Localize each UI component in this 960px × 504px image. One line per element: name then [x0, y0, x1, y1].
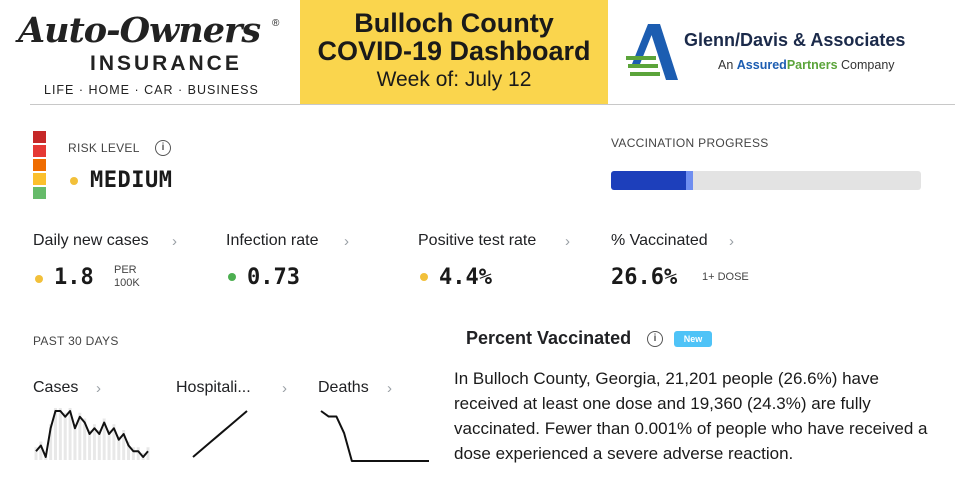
spark-line	[192, 410, 248, 458]
deaths-sparkline	[320, 410, 429, 462]
stat-label[interactable]: Daily new cases	[33, 232, 149, 249]
risk-level-value: MEDIUM	[90, 168, 173, 193]
risk-scale-segment	[33, 187, 46, 199]
vaccination-progress-partial	[686, 171, 694, 190]
spark-bar	[117, 435, 121, 460]
stat-label[interactable]: % Vaccinated	[611, 232, 708, 249]
auto-owners-wordmark: Auto-Owners	[18, 10, 261, 51]
spark-bar	[58, 408, 62, 460]
spark-line	[35, 410, 149, 458]
subtitle-suffix: Company	[841, 58, 895, 72]
chevron-right-icon[interactable]: ›	[282, 380, 287, 397]
auto-owners-logo: Auto-Owners ® INSURANCE LIFE · HOME · CA…	[10, 8, 295, 98]
percent-vaccinated-description: In Bulloch County, Georgia, 21,201 peopl…	[454, 369, 928, 463]
stat-value: 4.4%	[439, 265, 492, 290]
stat-value: 26.6%	[611, 265, 678, 290]
auto-owners-tagline: LIFE · HOME · CAR · BUSINESS	[44, 83, 259, 97]
spark-bar	[49, 424, 53, 460]
vaccination-progress-label: VACCINATION PROGRESS	[611, 136, 769, 150]
new-badge: New	[674, 331, 712, 347]
stat-status-dot	[228, 273, 236, 281]
glenn-davis-name: Glenn/Davis & Associates	[684, 30, 906, 50]
stat-unit-line2: 100K	[114, 277, 140, 289]
spark-bar	[146, 447, 150, 460]
past-30-days-label: PAST 30 DAYS	[33, 334, 119, 348]
chevron-right-icon[interactable]: ›	[729, 233, 734, 250]
info-icon[interactable]: i	[647, 331, 663, 347]
chevron-right-icon[interactable]: ›	[172, 233, 177, 250]
registered-mark: ®	[272, 18, 280, 29]
chevron-right-icon[interactable]: ›	[565, 233, 570, 250]
chevron-right-icon[interactable]: ›	[96, 380, 101, 397]
glenn-davis-a-icon	[626, 24, 678, 80]
dashboard-title-box: Bulloch County COVID-19 Dashboard Week o…	[300, 0, 608, 104]
subtitle-prefix: An	[718, 58, 734, 72]
glenn-davis-subtitle: An AssuredPartners Company	[718, 58, 895, 72]
stat-unit-line1: PER	[114, 264, 137, 276]
dashboard-title-county: Bulloch County	[354, 8, 554, 38]
spark-label[interactable]: Cases	[33, 379, 79, 396]
stat-unit: 1+ DOSE	[702, 271, 749, 283]
dashboard-week: Week of: July 12	[376, 68, 532, 91]
spark-label[interactable]: Hospitali...	[176, 379, 251, 396]
risk-scale-bar	[33, 131, 46, 199]
glenn-davis-logo: Glenn/Davis & Associates An AssuredPartn…	[618, 18, 948, 88]
vaccination-progress-bar	[611, 171, 921, 190]
spark-bar	[102, 418, 106, 460]
stat-value: 1.8	[54, 265, 94, 290]
spark-bar	[127, 441, 131, 460]
spark-bar	[112, 424, 116, 460]
spark-bar	[34, 447, 38, 460]
header-banner: Auto-Owners ® INSURANCE LIFE · HOME · CA…	[0, 0, 960, 104]
spark-bar	[122, 430, 126, 460]
spark-bar	[53, 408, 57, 460]
stat-label[interactable]: Positive test rate	[418, 232, 537, 249]
stat-label[interactable]: Infection rate	[226, 232, 319, 249]
spark-bar	[39, 441, 43, 460]
risk-scale-segment	[33, 145, 46, 157]
spark-line	[320, 410, 429, 462]
info-icon[interactable]: i	[155, 140, 171, 156]
spark-bar	[63, 412, 67, 460]
header-divider	[30, 104, 955, 105]
percent-vaccinated-title: Percent Vaccinated	[466, 328, 632, 348]
risk-scale-segment	[33, 173, 46, 185]
stat-status-dot	[35, 275, 43, 283]
spark-bar	[131, 447, 135, 460]
spark-bar	[78, 412, 82, 460]
subtitle-partners: Partners	[786, 58, 838, 72]
vaccination-progress-full	[611, 171, 687, 190]
stat-unit: PER 100K	[114, 264, 140, 290]
stat-value: 0.73	[247, 265, 300, 290]
spark-bar	[83, 418, 87, 460]
risk-level-dot	[70, 177, 78, 185]
spark-bar	[92, 424, 96, 460]
dashboard-title-main: COVID-19 Dashboard	[317, 36, 591, 66]
auto-owners-insurance-text: INSURANCE	[90, 52, 242, 75]
spark-bar	[68, 408, 72, 460]
hospitalizations-sparkline	[192, 410, 248, 458]
stat-status-dot	[420, 273, 428, 281]
spark-bar	[73, 424, 77, 460]
chevron-right-icon[interactable]: ›	[387, 380, 392, 397]
spark-bar	[136, 447, 140, 460]
risk-level-label: RISK LEVEL	[68, 141, 140, 155]
subtitle-assured: Assured	[736, 58, 787, 72]
risk-scale-segment	[33, 159, 46, 171]
chevron-right-icon[interactable]: ›	[344, 233, 349, 250]
risk-scale-segment	[33, 131, 46, 143]
cases-sparkline	[34, 408, 150, 460]
spark-bar	[107, 430, 111, 460]
spark-label[interactable]: Deaths	[318, 379, 369, 396]
spark-bar	[88, 430, 92, 460]
spark-bar	[97, 430, 101, 460]
